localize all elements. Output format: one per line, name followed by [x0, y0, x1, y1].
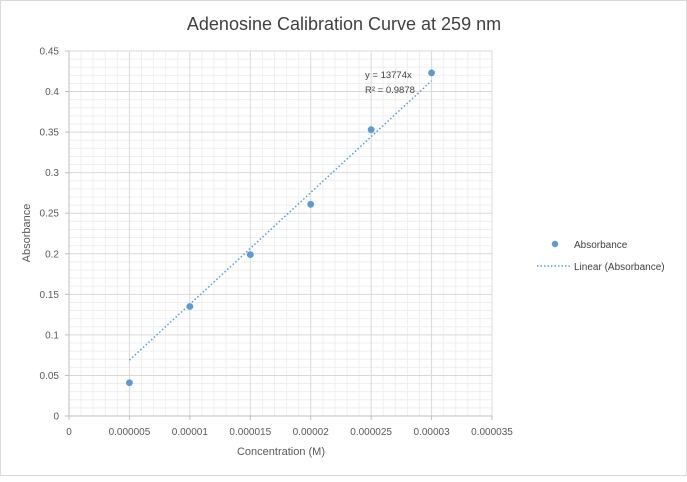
data-point: [186, 303, 194, 310]
axes: [65, 50, 493, 420]
y-tick-label: 0.15: [40, 290, 60, 301]
major-grid: [69, 50, 493, 416]
x-tick-label: 0.00002: [293, 427, 330, 438]
data-point: [367, 126, 375, 134]
y-tick-label: 0.1: [45, 330, 59, 341]
x-tick-labels: 0 0.000005 0.00001 0.000015 0.00002 0.000025 0…: [66, 427, 513, 438]
minor-grid: [69, 51, 492, 416]
y-tick-label: 0: [53, 412, 59, 423]
data-points: [126, 69, 435, 387]
data-point: [246, 251, 254, 258]
trendline-equation: y = 13774x: [365, 70, 412, 81]
y-tick-label: 0.45: [40, 47, 60, 58]
legend-label-linear: Linear (Absorbance): [574, 262, 665, 273]
legend-marker-absorbance: [551, 240, 559, 248]
x-tick-label: 0.000025: [350, 427, 392, 438]
x-tick-label: 0.00001: [172, 427, 209, 438]
x-axis-title: Concentration (M): [237, 446, 325, 458]
y-tick-label: 0.2: [45, 249, 59, 260]
x-tick-label: 0: [66, 427, 72, 438]
data-point: [428, 69, 435, 77]
y-axis-title: Absorbance: [21, 204, 33, 263]
y-tick-label: 0.3: [45, 168, 59, 179]
x-tick-label: 0.000015: [229, 427, 271, 438]
trendline-r-squared: R² = 0.9878: [365, 85, 415, 96]
y-tick-label: 0.05: [40, 371, 60, 382]
legend: Absorbance Linear (Absorbance): [537, 240, 665, 273]
x-tick-label: 0.000035: [471, 427, 513, 438]
y-tick-label: 0.35: [40, 128, 60, 139]
x-tick-label: 0.00003: [413, 427, 450, 438]
y-tick-label: 0.25: [40, 209, 60, 220]
data-point: [307, 200, 315, 208]
y-tick-label: 0.4: [45, 87, 59, 98]
legend-label-absorbance: Absorbance: [574, 240, 628, 251]
chart-title: Adenosine Calibration Curve at 259 nm: [187, 14, 501, 34]
y-tick-labels: 0 0.05 0.1 0.15 0.2 0.25 0.3 0.35 0.4 0.45: [40, 47, 60, 423]
data-point: [126, 379, 133, 387]
x-tick-label: 0.000005: [109, 427, 151, 438]
